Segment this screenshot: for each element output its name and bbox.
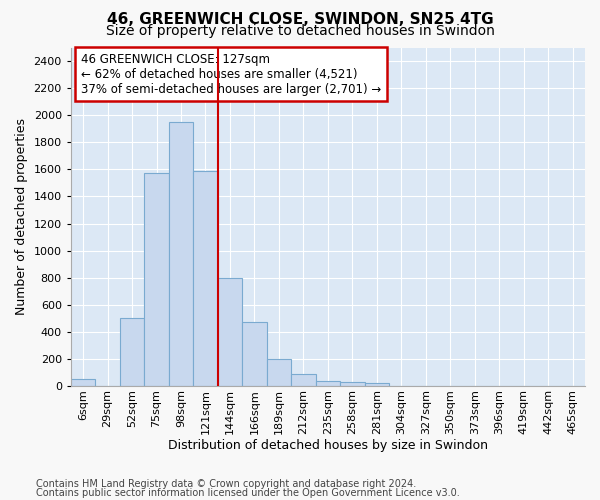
X-axis label: Distribution of detached houses by size in Swindon: Distribution of detached houses by size …	[168, 440, 488, 452]
Text: 46, GREENWICH CLOSE, SWINDON, SN25 4TG: 46, GREENWICH CLOSE, SWINDON, SN25 4TG	[107, 12, 493, 28]
Bar	[316, 380, 340, 386]
Y-axis label: Number of detached properties: Number of detached properties	[15, 118, 28, 316]
Bar	[144, 173, 169, 386]
Bar	[291, 374, 316, 386]
Bar	[193, 170, 218, 386]
Text: Contains HM Land Registry data © Crown copyright and database right 2024.: Contains HM Land Registry data © Crown c…	[36, 479, 416, 489]
Bar	[71, 380, 95, 386]
Bar	[267, 359, 291, 386]
Text: Size of property relative to detached houses in Swindon: Size of property relative to detached ho…	[106, 24, 494, 38]
Bar	[365, 384, 389, 386]
Bar	[218, 278, 242, 386]
Bar	[340, 382, 365, 386]
Text: 46 GREENWICH CLOSE: 127sqm
← 62% of detached houses are smaller (4,521)
37% of s: 46 GREENWICH CLOSE: 127sqm ← 62% of deta…	[81, 52, 382, 96]
Bar	[120, 318, 144, 386]
Bar	[242, 322, 267, 386]
Text: Contains public sector information licensed under the Open Government Licence v3: Contains public sector information licen…	[36, 488, 460, 498]
Bar	[169, 122, 193, 386]
